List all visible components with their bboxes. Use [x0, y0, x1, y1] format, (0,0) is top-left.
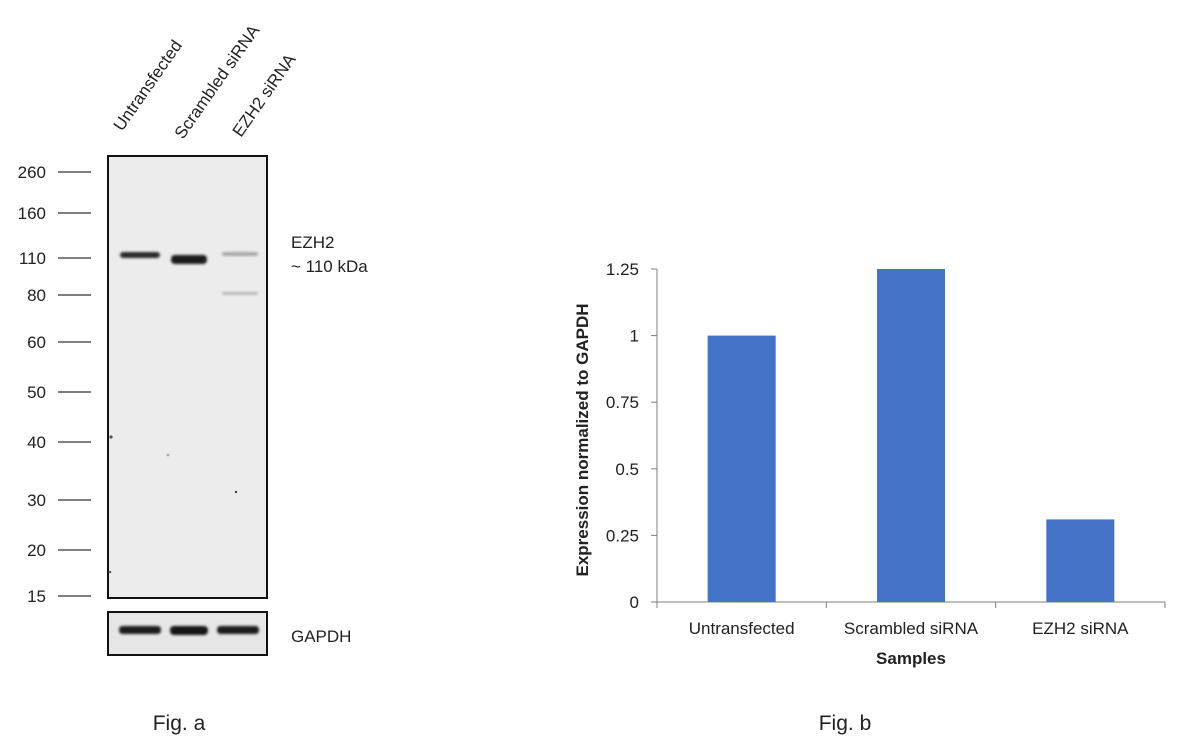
ezh2-band-scrambled-sirna	[171, 255, 207, 264]
marker-label-40: 40	[27, 433, 46, 452]
marker-label-60: 60	[27, 333, 46, 352]
ezh2-band-ezh2-sirna	[222, 252, 258, 256]
figure-a-caption: Fig. a	[153, 712, 206, 735]
bar-chart-panel: 0 0.25 0.5 0.75 1 1.25 Untransfected Scrambled …	[573, 260, 1166, 735]
chart-bar	[1046, 519, 1115, 602]
gapdh-band-ezh2-sirna	[217, 626, 259, 634]
chart-y-tick-label: 1	[630, 327, 639, 346]
chart-plot-area: 0 0.25 0.5 0.75 1 1.25 Untransfected Scrambled …	[606, 260, 1166, 638]
gapdh-band-untransfected	[119, 626, 161, 634]
chart-x-tick-label: EZH2 siRNA	[1032, 619, 1129, 638]
figure-b-caption: Fig. b	[819, 712, 872, 735]
marker-label-160: 160	[18, 204, 46, 223]
chart-y-tick-label: 0.5	[615, 460, 639, 479]
marker-label-80: 80	[27, 286, 46, 305]
chart-x-tick-label: Scrambled siRNA	[844, 619, 979, 638]
western-blot-panel: Untransfected Scrambled siRNA EZH2 siRNA…	[18, 21, 369, 735]
marker-label-260: 260	[18, 163, 46, 182]
chart-y-tick-label: 0.75	[606, 393, 639, 412]
blot-speck	[166, 453, 170, 457]
target-protein-label: EZH2	[291, 233, 334, 252]
nonspecific-band-80	[222, 292, 258, 295]
marker-ladder: 260 160 110 80 60 50 40 30 20 15	[18, 163, 91, 606]
marker-label-110: 110	[19, 249, 46, 268]
chart-y-axis-title: Expression normalized to GAPDH	[573, 304, 592, 577]
blot-speck	[108, 570, 112, 574]
ezh2-band-untransfected	[120, 252, 160, 258]
gapdh-bands	[119, 626, 259, 635]
marker-label-20: 20	[27, 541, 46, 560]
marker-label-30: 30	[27, 491, 46, 510]
chart-y-tick-label: 1.25	[606, 260, 639, 279]
blot-membrane	[107, 155, 268, 599]
target-size-label: ~ 110 kDa	[291, 257, 368, 276]
marker-label-15: 15	[27, 587, 46, 606]
gapdh-band-scrambled-sirna	[170, 626, 208, 635]
loading-control-label: GAPDH	[291, 627, 351, 646]
chart-bar	[707, 335, 776, 602]
chart-x-axis-title: Samples	[876, 649, 946, 668]
ezh2-bands	[120, 252, 258, 295]
chart-bar	[877, 269, 945, 602]
blot-speck	[109, 435, 113, 439]
chart-y-tick-label: 0	[630, 593, 639, 612]
marker-label-50: 50	[27, 383, 46, 402]
blot-speck	[234, 490, 238, 494]
chart-x-tick-label: Untransfected	[689, 619, 795, 638]
lane-label-untransfected: Untransfected	[110, 37, 186, 135]
chart-y-tick-label: 0.25	[606, 526, 639, 545]
